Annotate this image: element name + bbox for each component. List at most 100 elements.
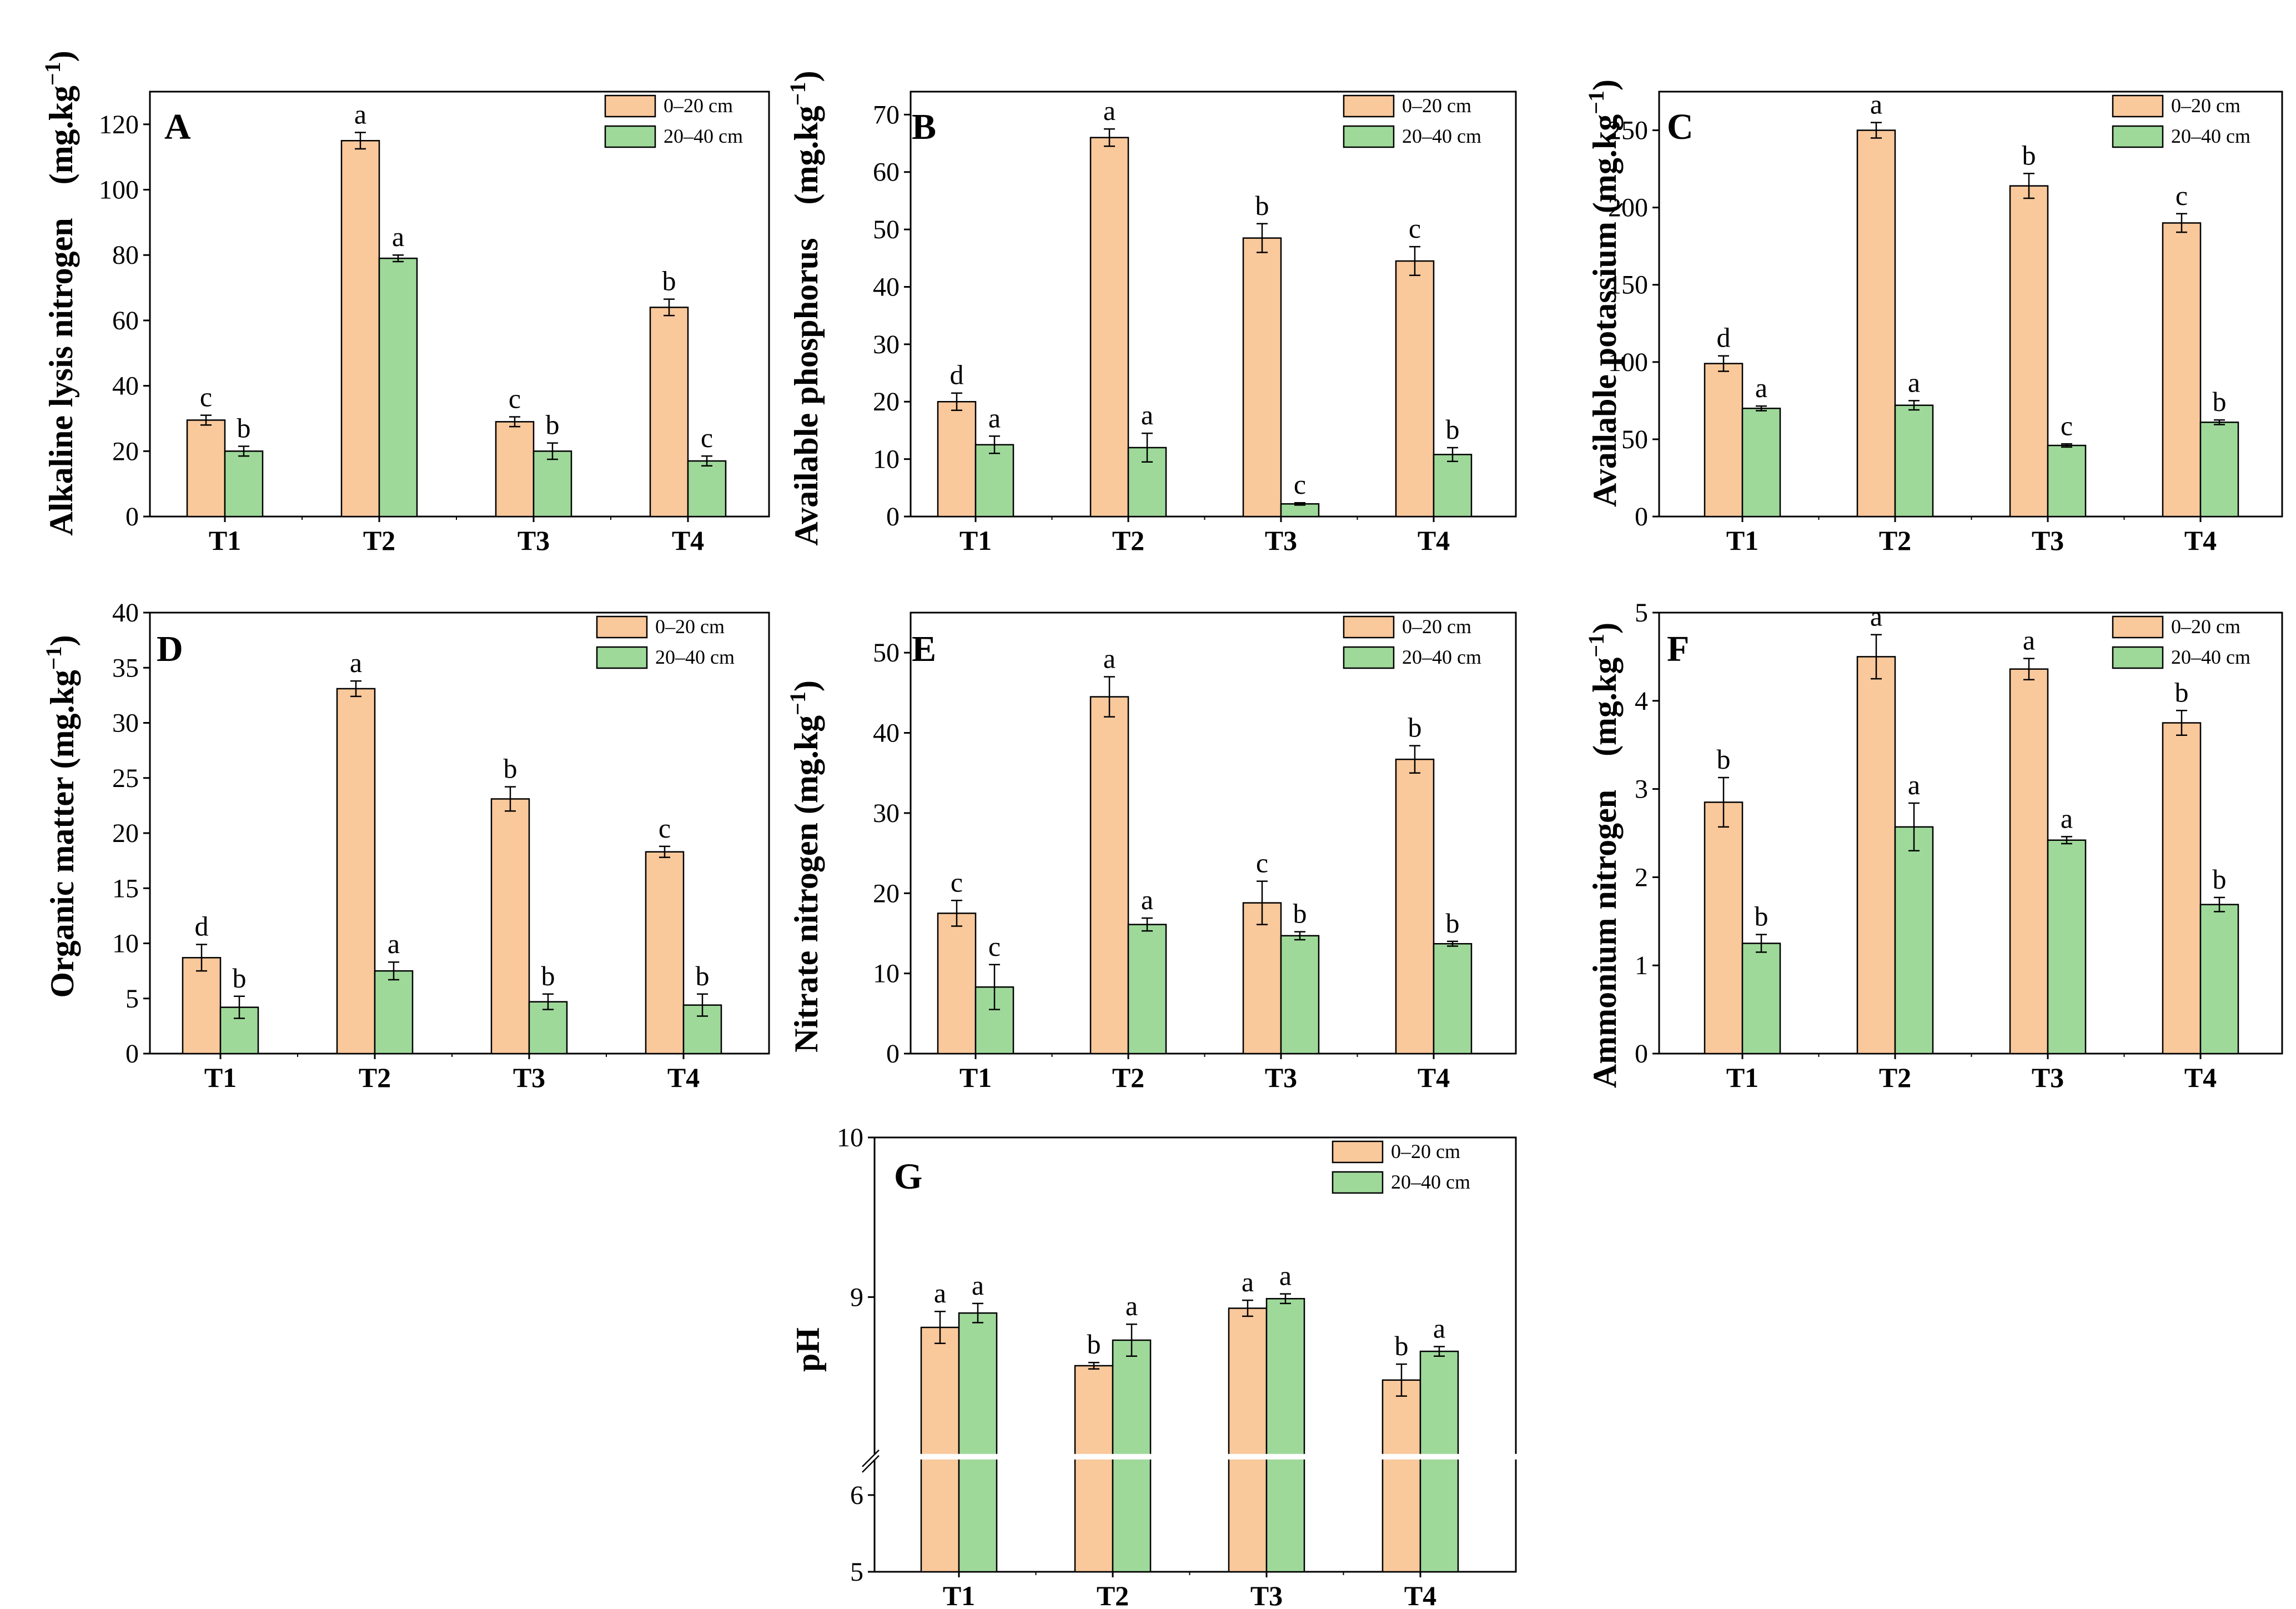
significance-letter: b — [541, 960, 555, 991]
bar — [687, 460, 727, 518]
bar — [2047, 839, 2087, 1055]
significance-letter: a — [1103, 95, 1116, 126]
y-axis-label: Ammonium nitrogen (mg.kg−1) — [1584, 623, 1623, 1088]
significance-letter: c — [988, 931, 1001, 962]
significance-letter: a — [1126, 1290, 1138, 1321]
legend-label: 0–20 cm — [1402, 94, 1471, 117]
x-tick-label: T3 — [1250, 1580, 1283, 1609]
x-tick-label: T4 — [2184, 1062, 2217, 1093]
bar — [1395, 758, 1435, 1055]
y-tick-label: 100 — [1608, 348, 1648, 377]
bar — [1419, 1350, 1459, 1573]
plot-frame — [1658, 91, 2283, 518]
x-tick-label: T2 — [1879, 1062, 1911, 1093]
y-axis-label: Available potassium (mg.kg−1) — [1584, 79, 1623, 507]
panel-letter: G — [894, 1156, 922, 1197]
significance-letter: c — [1256, 848, 1268, 879]
bar — [1127, 924, 1167, 1055]
significance-letter: b — [2213, 864, 2227, 895]
significance-letter: c — [2061, 410, 2073, 441]
y-tick-label: 0 — [1635, 1039, 1648, 1069]
y-tick-label: 0 — [125, 502, 139, 532]
bar — [1074, 1365, 1114, 1573]
plot-frame — [149, 91, 770, 518]
bar — [340, 140, 380, 518]
y-tick-label: 5 — [1635, 598, 1648, 628]
significance-letter: b — [1293, 898, 1307, 929]
significance-letter: b — [1446, 908, 1460, 939]
significance-letter: c — [1409, 213, 1421, 244]
legend-swatch — [596, 615, 648, 639]
bar — [2162, 722, 2202, 1055]
bar — [1242, 237, 1282, 518]
chart-ammonium-nitrogen: Ammonium nitrogen (mg.kg−1) F 0 1 2 3 4 5 T1 b b… — [1584, 598, 2283, 1093]
x-tick-label: T3 — [1265, 1062, 1297, 1093]
significance-letter: a — [972, 1270, 984, 1301]
y-tick-label: 80 — [112, 240, 139, 270]
y-tick-label: 200 — [1608, 193, 1648, 223]
significance-letter: b — [546, 409, 560, 440]
bar — [1089, 137, 1129, 518]
bar — [2162, 222, 2202, 518]
x-tick-label: T1 — [943, 1580, 975, 1609]
significance-letter: a — [1908, 367, 1920, 398]
chart-alkaline-lysis-nitrogen: Alkaline lysis nitrogen (mg.kg−1) A 0 20 4… — [40, 51, 770, 556]
y-tick-label: 10 — [112, 929, 139, 959]
y-tick-label: 120 — [99, 110, 139, 139]
y-tick-label: 40 — [873, 719, 900, 748]
legend-label: 0–20 cm — [2171, 94, 2240, 117]
bar — [1265, 1298, 1305, 1573]
bar — [224, 450, 264, 518]
bar — [1894, 404, 1934, 518]
panel-letter: F — [1667, 629, 1689, 669]
y-tick-label: 150 — [1608, 270, 1648, 300]
y-tick-label: 9 — [850, 1282, 863, 1312]
y-tick-label: 0 — [886, 1039, 900, 1069]
bar — [532, 450, 572, 518]
bar — [1280, 503, 1320, 518]
legend-label: 0–20 cm — [1402, 615, 1471, 638]
x-tick-label: T1 — [209, 525, 241, 556]
legend-swatch — [596, 646, 648, 669]
significance-letter: a — [1870, 89, 1882, 120]
x-tick-label: T1 — [959, 525, 992, 556]
y-tick-label: 100 — [99, 176, 139, 205]
legend-label: 20–40 cm — [1402, 646, 1481, 668]
y-tick-label: 10 — [873, 959, 900, 989]
panel-letter: C — [1667, 107, 1694, 147]
y-tick-label: 20 — [112, 437, 139, 466]
y-tick-label: 30 — [873, 799, 900, 828]
significance-letter: a — [388, 928, 400, 959]
significance-letter: b — [1087, 1329, 1101, 1360]
significance-letter: c — [1294, 469, 1306, 500]
y-tick-label: 20 — [873, 387, 900, 417]
bar — [1894, 826, 1934, 1055]
y-tick-label: 2 — [1635, 863, 1648, 892]
y-tick-label: 30 — [112, 709, 139, 738]
legend-swatch — [1332, 1171, 1384, 1194]
significance-letter: d — [1717, 322, 1731, 353]
y-axis-label: Alkaline lysis nitrogen (mg.kg−1) — [40, 51, 79, 535]
bar — [182, 957, 222, 1055]
legend-swatch — [1343, 646, 1395, 669]
bar — [2047, 444, 2087, 518]
legend-swatch — [1343, 94, 1395, 118]
bar — [974, 444, 1014, 518]
significance-letter: a — [1141, 399, 1153, 430]
significance-letter: a — [1242, 1266, 1254, 1297]
bar — [937, 400, 977, 518]
bar — [2009, 668, 2049, 1055]
bar — [490, 798, 530, 1055]
x-tick-label: T1 — [1726, 525, 1759, 556]
bar — [1242, 902, 1282, 1055]
y-tick-label: 0 — [886, 502, 900, 532]
significance-letter: d — [950, 359, 964, 390]
bar — [2199, 422, 2239, 518]
y-tick-label: 50 — [873, 638, 900, 668]
significance-letter: c — [659, 813, 671, 844]
bar — [958, 1312, 998, 1573]
bar — [1089, 696, 1129, 1055]
legend-label: 0–20 cm — [1391, 1140, 1460, 1162]
